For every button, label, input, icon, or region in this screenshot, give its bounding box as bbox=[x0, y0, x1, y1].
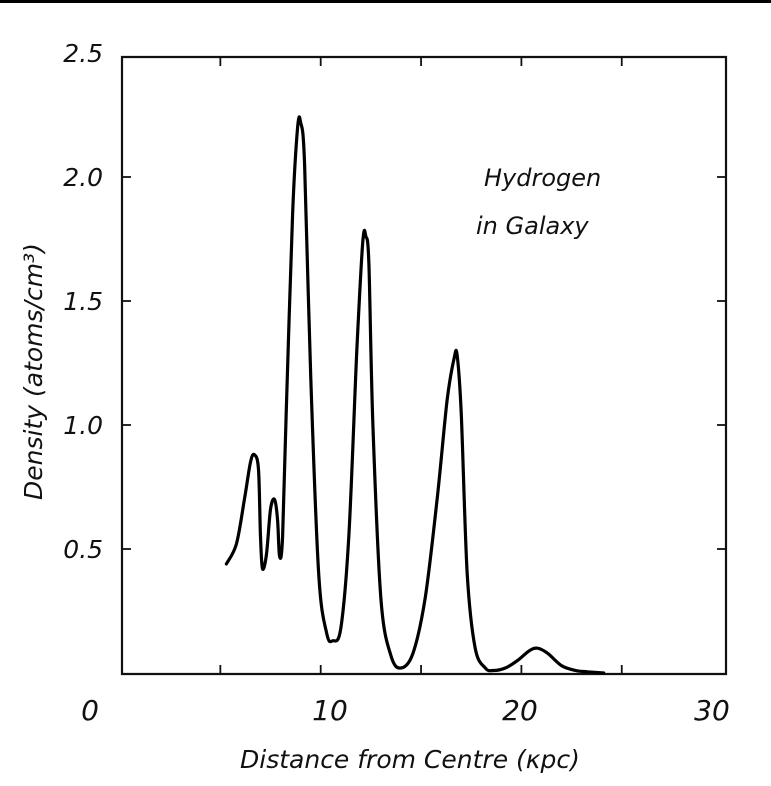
y-tick-labels: 0.5 1.0 1.5 2.0 2.5 bbox=[63, 39, 103, 564]
x-tick-label: 20 bbox=[502, 694, 538, 727]
y-tick-label: 1.5 bbox=[63, 287, 103, 316]
top-border-line bbox=[0, 0, 771, 3]
x-axis-label: Distance from Centre (κpc) bbox=[240, 745, 580, 774]
x-tick-label: 30 bbox=[694, 694, 730, 727]
axis-ticks bbox=[122, 57, 726, 674]
plot-frame bbox=[120, 55, 728, 676]
x-tick-label: 10 bbox=[312, 694, 348, 727]
density-curve bbox=[224, 115, 606, 675]
y-tick-label: 2.5 bbox=[63, 39, 103, 68]
y-tick-label: 0.5 bbox=[63, 535, 103, 564]
annotation-line-2: in Galaxy bbox=[476, 212, 589, 240]
y-axis-label: Density (atoms/cm³) bbox=[19, 243, 48, 500]
annotation-line-1: Hydrogen bbox=[484, 164, 601, 192]
x-tick-label: 0 bbox=[81, 694, 99, 727]
y-tick-label: 1.0 bbox=[63, 411, 103, 440]
plot-border bbox=[120, 55, 728, 676]
y-tick-label: 2.0 bbox=[63, 163, 103, 192]
x-tick-labels: 0 10 20 30 bbox=[81, 694, 730, 727]
